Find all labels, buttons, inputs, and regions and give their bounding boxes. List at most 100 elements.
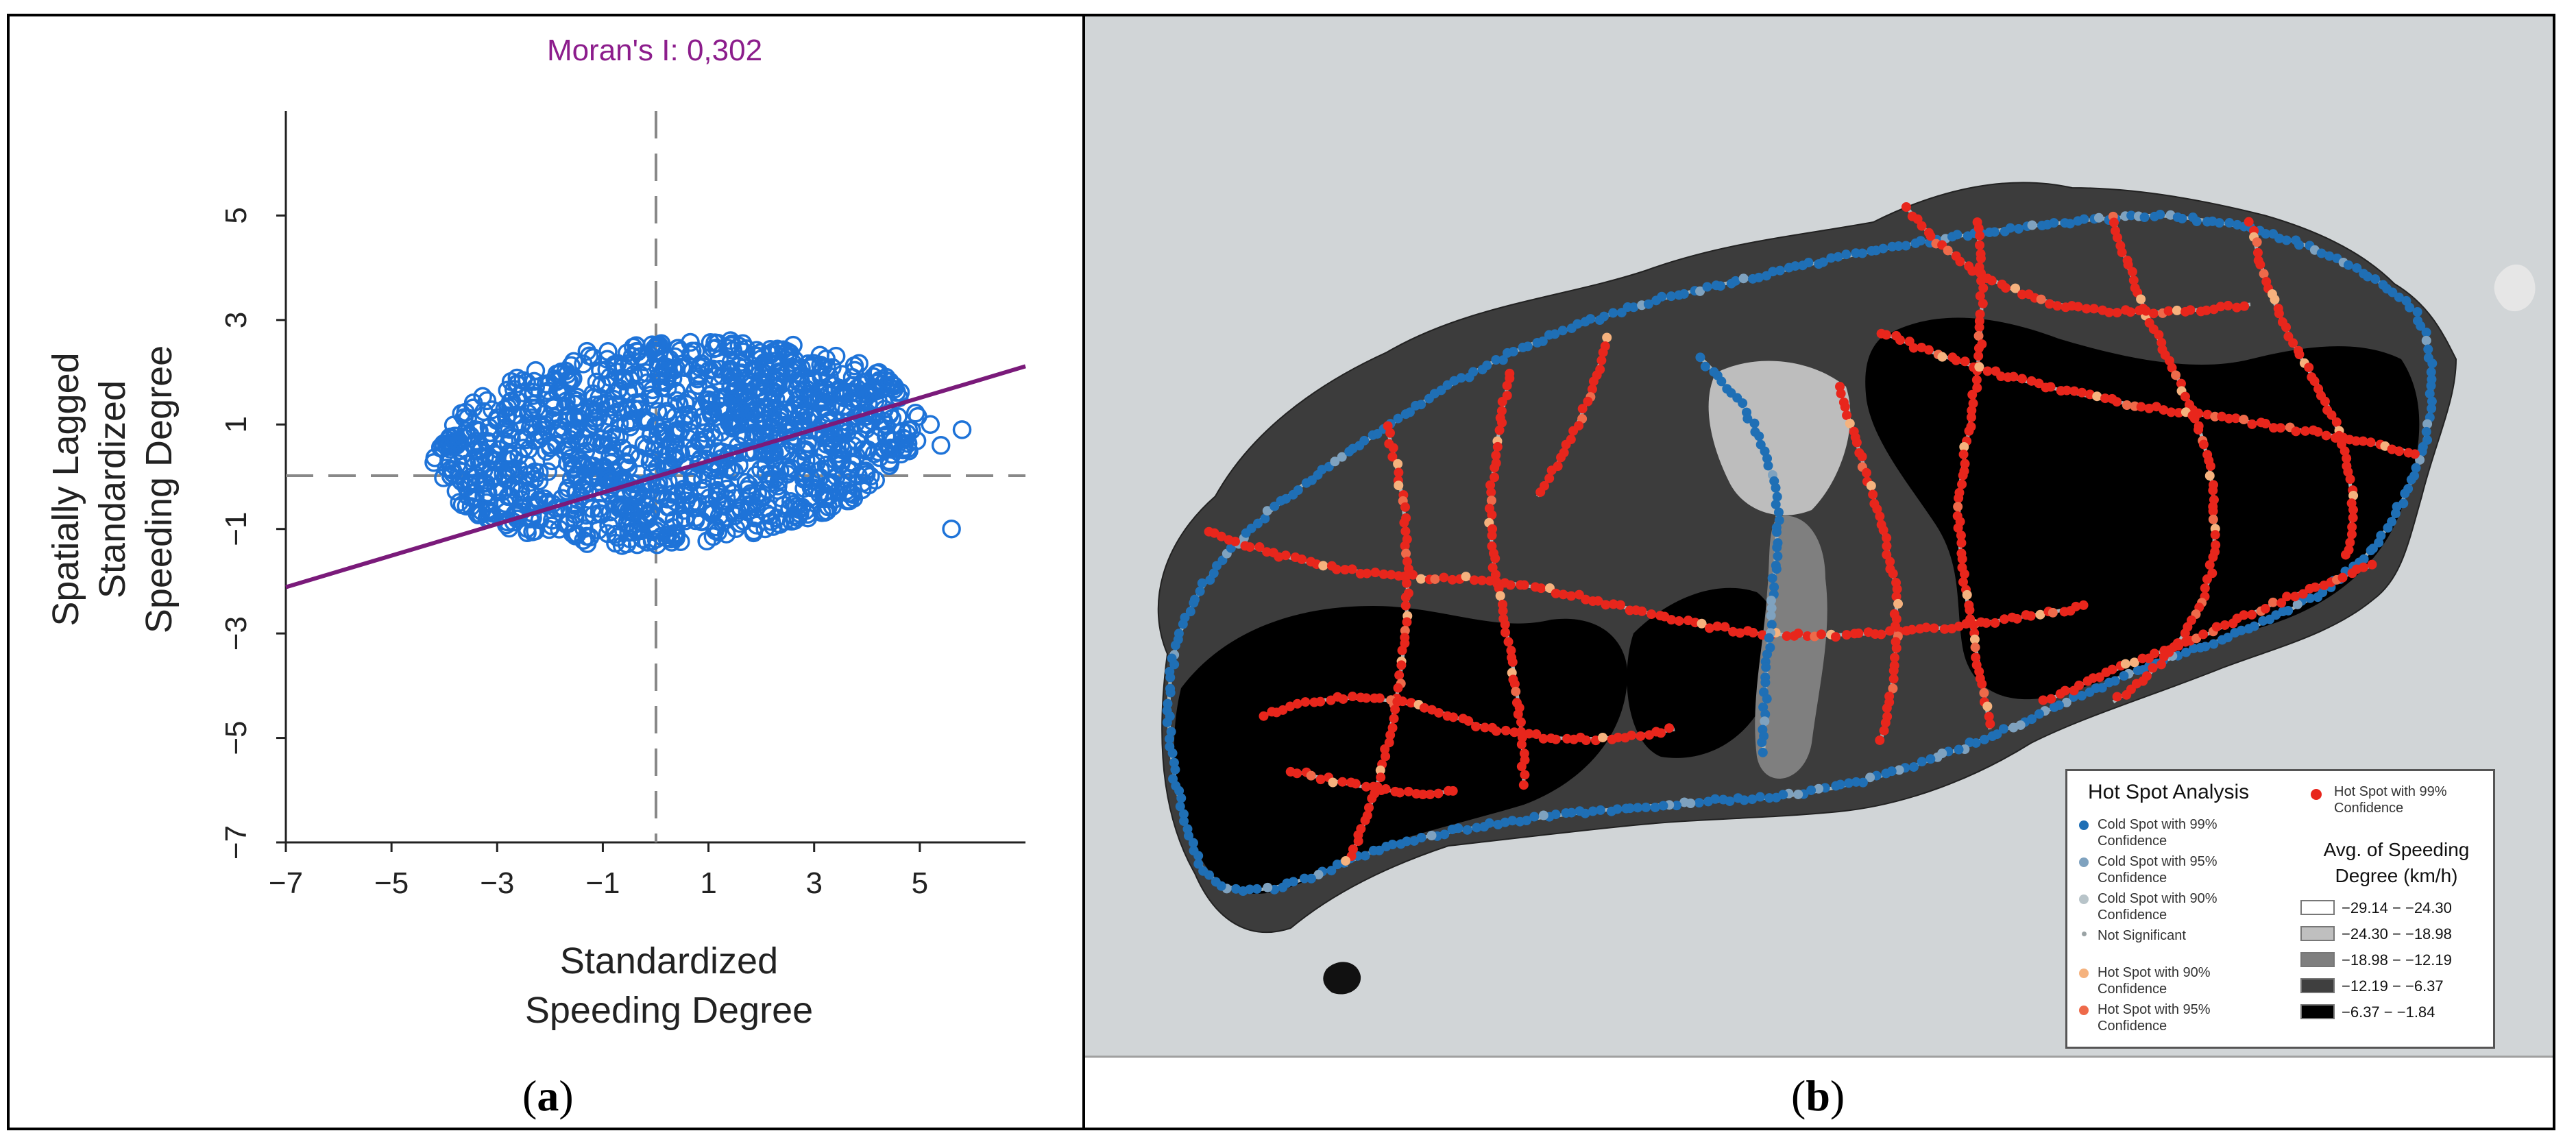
hot-spot-point: [2422, 419, 2433, 429]
hot-spot-point: [1360, 815, 1370, 825]
hot-spot-point: [1954, 493, 1964, 503]
scatter-point: [852, 480, 872, 500]
scatter-point: [757, 389, 777, 408]
hot-spot-point: [1538, 810, 1548, 820]
hot-spot-point: [2201, 305, 2211, 315]
scatter-point: [484, 452, 504, 471]
scatter-point: [740, 395, 760, 415]
hot-spot-point: [1561, 808, 1571, 818]
hot-spot-point: [1763, 461, 1773, 471]
scatter-point: [815, 443, 834, 463]
hot-spot-point: [1969, 634, 1980, 644]
hot-spot-point: [1551, 588, 1561, 598]
hot-spot-point: [1401, 548, 1411, 559]
scatter-point: [612, 536, 632, 555]
hot-spot-point: [1361, 693, 1372, 703]
hot-spot-point: [1463, 716, 1474, 726]
hot-spot-point: [2300, 426, 2311, 436]
hot-spot-point: [1491, 450, 1501, 461]
scatter-point: [708, 333, 727, 353]
hot-spot-point: [1965, 737, 1975, 747]
hot-spot-point: [1500, 627, 1511, 637]
hot-spot-point: [2347, 522, 2357, 532]
scatter-point-outlier: [942, 519, 961, 539]
y-tick-label: 3: [219, 312, 253, 328]
hot-spot-point: [1400, 600, 1411, 611]
hot-spot-point: [1981, 618, 1991, 628]
hot-spot-point: [2390, 508, 2401, 518]
hot-spot-point: [1393, 413, 1403, 424]
hot-spot-point: [1332, 860, 1342, 870]
scatter-point: [906, 403, 925, 423]
hot-spot-point: [2107, 664, 2117, 674]
hot-spot-point: [1755, 792, 1765, 802]
hot-spot-point: [2172, 305, 2182, 315]
scatter-point: [744, 521, 764, 541]
hot-spot-point: [1561, 439, 1571, 450]
hot-spot-point: [2177, 213, 2187, 223]
scatter-point: [762, 512, 781, 531]
hot-spot-point: [2239, 415, 2249, 425]
scatter-point: [624, 496, 644, 516]
scatter-point: [520, 418, 540, 438]
hot-spot-point: [1958, 577, 1968, 587]
scatter-point: [587, 372, 607, 392]
scatter-point-outlier: [646, 341, 666, 361]
scatter-point: [685, 511, 705, 531]
scatter-point: [509, 446, 528, 465]
speed-class-swatch: [2300, 952, 2335, 967]
hot-spot-point: [1231, 884, 1241, 894]
hot-spot-point: [1978, 298, 1988, 308]
scatter-point: [564, 394, 584, 414]
hot-spot-point: [1771, 564, 1782, 574]
hot-spot-point: [2049, 702, 2059, 712]
scatter-point: [861, 467, 880, 486]
hot-spot-point: [1984, 711, 1994, 722]
hot-spot-point: [2191, 217, 2202, 227]
hot-spot-point: [2109, 217, 2119, 228]
scatter-point: [817, 501, 837, 521]
hot-spot-point: [2000, 282, 2010, 293]
hot-spot-point: [1347, 564, 1357, 574]
hot-spot-point: [1774, 515, 1784, 526]
hot-spot-point: [1875, 735, 1885, 745]
hot-spot-point: [2185, 305, 2196, 315]
hot-spot-point: [2294, 240, 2304, 250]
hot-spot-point: [2232, 302, 2242, 313]
scatter-point: [680, 422, 699, 442]
hot-spot-point: [1340, 565, 1350, 575]
hot-spot-point: [1842, 410, 1852, 420]
scatter-point: [441, 467, 461, 486]
legend-avg-title: Avg. of Speeding Degree (km/h): [2314, 837, 2479, 889]
hot-spot-point: [1180, 612, 1190, 622]
hot-spot-point: [1753, 272, 1764, 282]
hot-spot-point: [1397, 645, 1407, 655]
hot-spot-point: [2274, 233, 2285, 243]
hot-spot-point: [2208, 552, 2218, 562]
hot-spot-point: [2144, 403, 2154, 413]
hot-spot-point: [2337, 572, 2348, 583]
hot-spot-point: [2210, 530, 2220, 540]
hot-spot-point: [1381, 842, 1392, 852]
hot-spot-point: [1888, 666, 1899, 676]
hot-spot-point: [1490, 463, 1500, 473]
hot-spot-point: [1749, 418, 1760, 428]
hot-spot-point: [1479, 822, 1490, 832]
scatter-point: [516, 430, 536, 450]
scatter-point: [656, 373, 675, 393]
scatter-point: [656, 440, 676, 459]
hot-spot-point: [1593, 596, 1603, 606]
hot-spot-point: [1402, 617, 1412, 627]
hot-spot-point: [1331, 564, 1341, 574]
hot-spot-point: [1516, 740, 1527, 750]
speed-class-label: −24.30 − −18.98: [2342, 925, 2452, 942]
hot-spot-point: [1551, 734, 1561, 744]
hot-spot-point: [2035, 609, 2045, 620]
hot-spot-point: [1621, 803, 1631, 814]
hot-spot-point: [1195, 586, 1205, 596]
y-axis-label-line-3: Speeding Degree: [138, 345, 180, 633]
hot-spot-point: [1958, 449, 1969, 459]
hot-spot-point: [2421, 426, 2431, 437]
hot-spot-point: [2412, 307, 2422, 317]
hot-spot-point: [1967, 405, 1977, 415]
